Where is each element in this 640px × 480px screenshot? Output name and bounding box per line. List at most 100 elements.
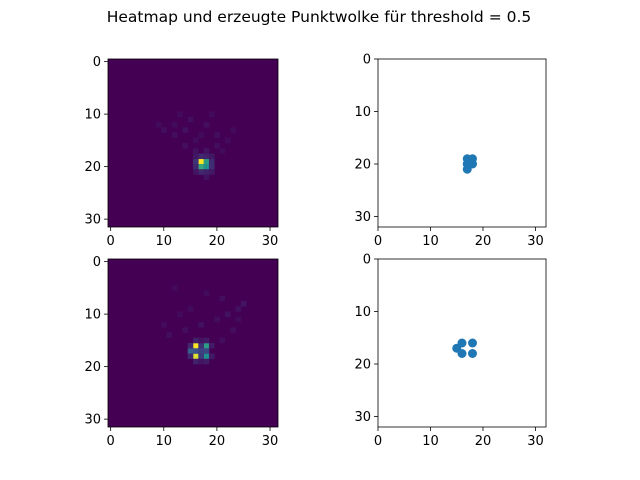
y-tick-label: 0 <box>93 255 101 270</box>
heatmap-cell <box>182 143 188 149</box>
x-tick-label: 10 <box>422 234 439 249</box>
heatmap-cell <box>198 337 204 344</box>
y-tick-label: 30 <box>84 213 101 228</box>
heatmap-cell <box>155 122 162 128</box>
x-tick-label: 30 <box>262 434 279 449</box>
heatmap-cell <box>203 164 210 170</box>
heatmap-cell <box>177 311 183 318</box>
heatmap-cell <box>203 353 210 360</box>
y-tick-label: 20 <box>84 360 101 375</box>
heatmap-cell <box>224 137 231 144</box>
x-tick-label: 20 <box>209 234 226 249</box>
y-tick-label: 30 <box>354 410 371 425</box>
y-tick-label: 10 <box>354 305 371 320</box>
y-tick-label: 10 <box>84 308 101 323</box>
heatmap-cell <box>187 343 194 349</box>
y-tick-label: 20 <box>354 358 371 373</box>
heatmap-cell <box>230 127 236 133</box>
heatmap-cell <box>187 353 194 360</box>
x-tick-label: 10 <box>156 434 173 449</box>
heatmap-cell <box>182 327 188 333</box>
y-tick-label: 10 <box>84 108 101 123</box>
axes-frame <box>107 258 279 428</box>
heatmap-cell <box>203 343 210 349</box>
heatmap-cell <box>203 153 210 160</box>
heatmap-cell <box>187 116 194 123</box>
y-tick-label: 20 <box>84 160 101 175</box>
heatmap-cell <box>161 127 167 133</box>
heatmap-cell <box>203 158 210 165</box>
subplot-top-left: 0 10 20 30 0 10 20 30 <box>84 55 279 249</box>
y-tick-label: 30 <box>84 413 101 428</box>
heatmap-cell <box>198 153 204 160</box>
heatmap-cell <box>193 353 199 360</box>
heatmap-cell <box>208 164 215 170</box>
heatmap-cell <box>171 285 178 291</box>
x-tick-label: 0 <box>107 434 115 449</box>
x-tick-label: 30 <box>262 234 279 249</box>
heatmap-cell <box>208 169 215 175</box>
heatmap-cell <box>203 290 210 297</box>
heatmap-cell <box>203 337 210 344</box>
x-tick-label: 10 <box>156 234 173 249</box>
heatmap-cell <box>208 343 215 349</box>
heatmap-cell <box>198 322 204 328</box>
heatmap-cell <box>187 348 194 354</box>
y-tick-label: 30 <box>354 210 371 225</box>
heatmap-cell <box>193 153 199 160</box>
heatmap-cell <box>198 348 204 354</box>
heatmap-cell <box>198 132 204 139</box>
heatmap-cell <box>219 148 226 154</box>
heatmap-cell <box>208 153 215 160</box>
heatmap-cell <box>171 132 178 139</box>
heatmap-cell <box>193 169 199 175</box>
x-tick-label: 30 <box>527 234 544 249</box>
heatmap-cell <box>193 148 199 154</box>
heatmap-cell <box>214 316 220 323</box>
heatmap-cell <box>203 169 210 175</box>
x-tick-label: 30 <box>527 434 544 449</box>
heatmap-cell <box>193 158 199 165</box>
heatmap-cell <box>224 311 231 318</box>
heatmap-cell <box>198 358 204 365</box>
x-tick-label: 20 <box>475 234 492 249</box>
heatmap-cell <box>208 158 215 165</box>
heatmap-cell <box>219 295 226 302</box>
heatmap-cell <box>166 332 173 339</box>
heatmap-cell <box>187 306 194 312</box>
x-tick-label: 10 <box>422 434 439 449</box>
x-tick-label: 0 <box>374 234 382 249</box>
heatmap-cell <box>219 337 226 344</box>
y-tick-label: 0 <box>363 253 371 268</box>
axes-frame <box>377 58 547 228</box>
heatmap-cell <box>235 316 242 323</box>
heatmap-cell <box>208 353 215 360</box>
x-tick-label: 0 <box>374 434 382 449</box>
scatter-point <box>468 338 477 348</box>
heatmap-cell <box>193 164 199 170</box>
x-tick-label: 0 <box>107 234 115 249</box>
heatmap-cell <box>214 132 220 139</box>
heatmap-cell <box>203 122 210 128</box>
scatter-point <box>457 349 467 358</box>
y-tick-label: 0 <box>93 55 101 70</box>
heatmap-cell <box>203 174 210 181</box>
heatmap-cell <box>240 301 247 307</box>
heatmap-cell <box>171 122 178 128</box>
y-tick-label: 10 <box>354 105 371 120</box>
scatter-point <box>468 349 477 358</box>
heatmap-cell <box>182 127 188 133</box>
heatmap-cell <box>198 158 204 165</box>
y-tick-label: 0 <box>363 53 371 68</box>
heatmap-cell <box>235 306 242 312</box>
heatmap-cell <box>198 343 204 349</box>
heatmap-cell <box>208 111 215 118</box>
heatmap-cell <box>177 111 183 118</box>
heatmap-cell <box>161 322 167 328</box>
heatmap-cell <box>193 337 199 344</box>
heatmap-cell <box>230 327 236 333</box>
heatmap-cell <box>193 137 199 144</box>
